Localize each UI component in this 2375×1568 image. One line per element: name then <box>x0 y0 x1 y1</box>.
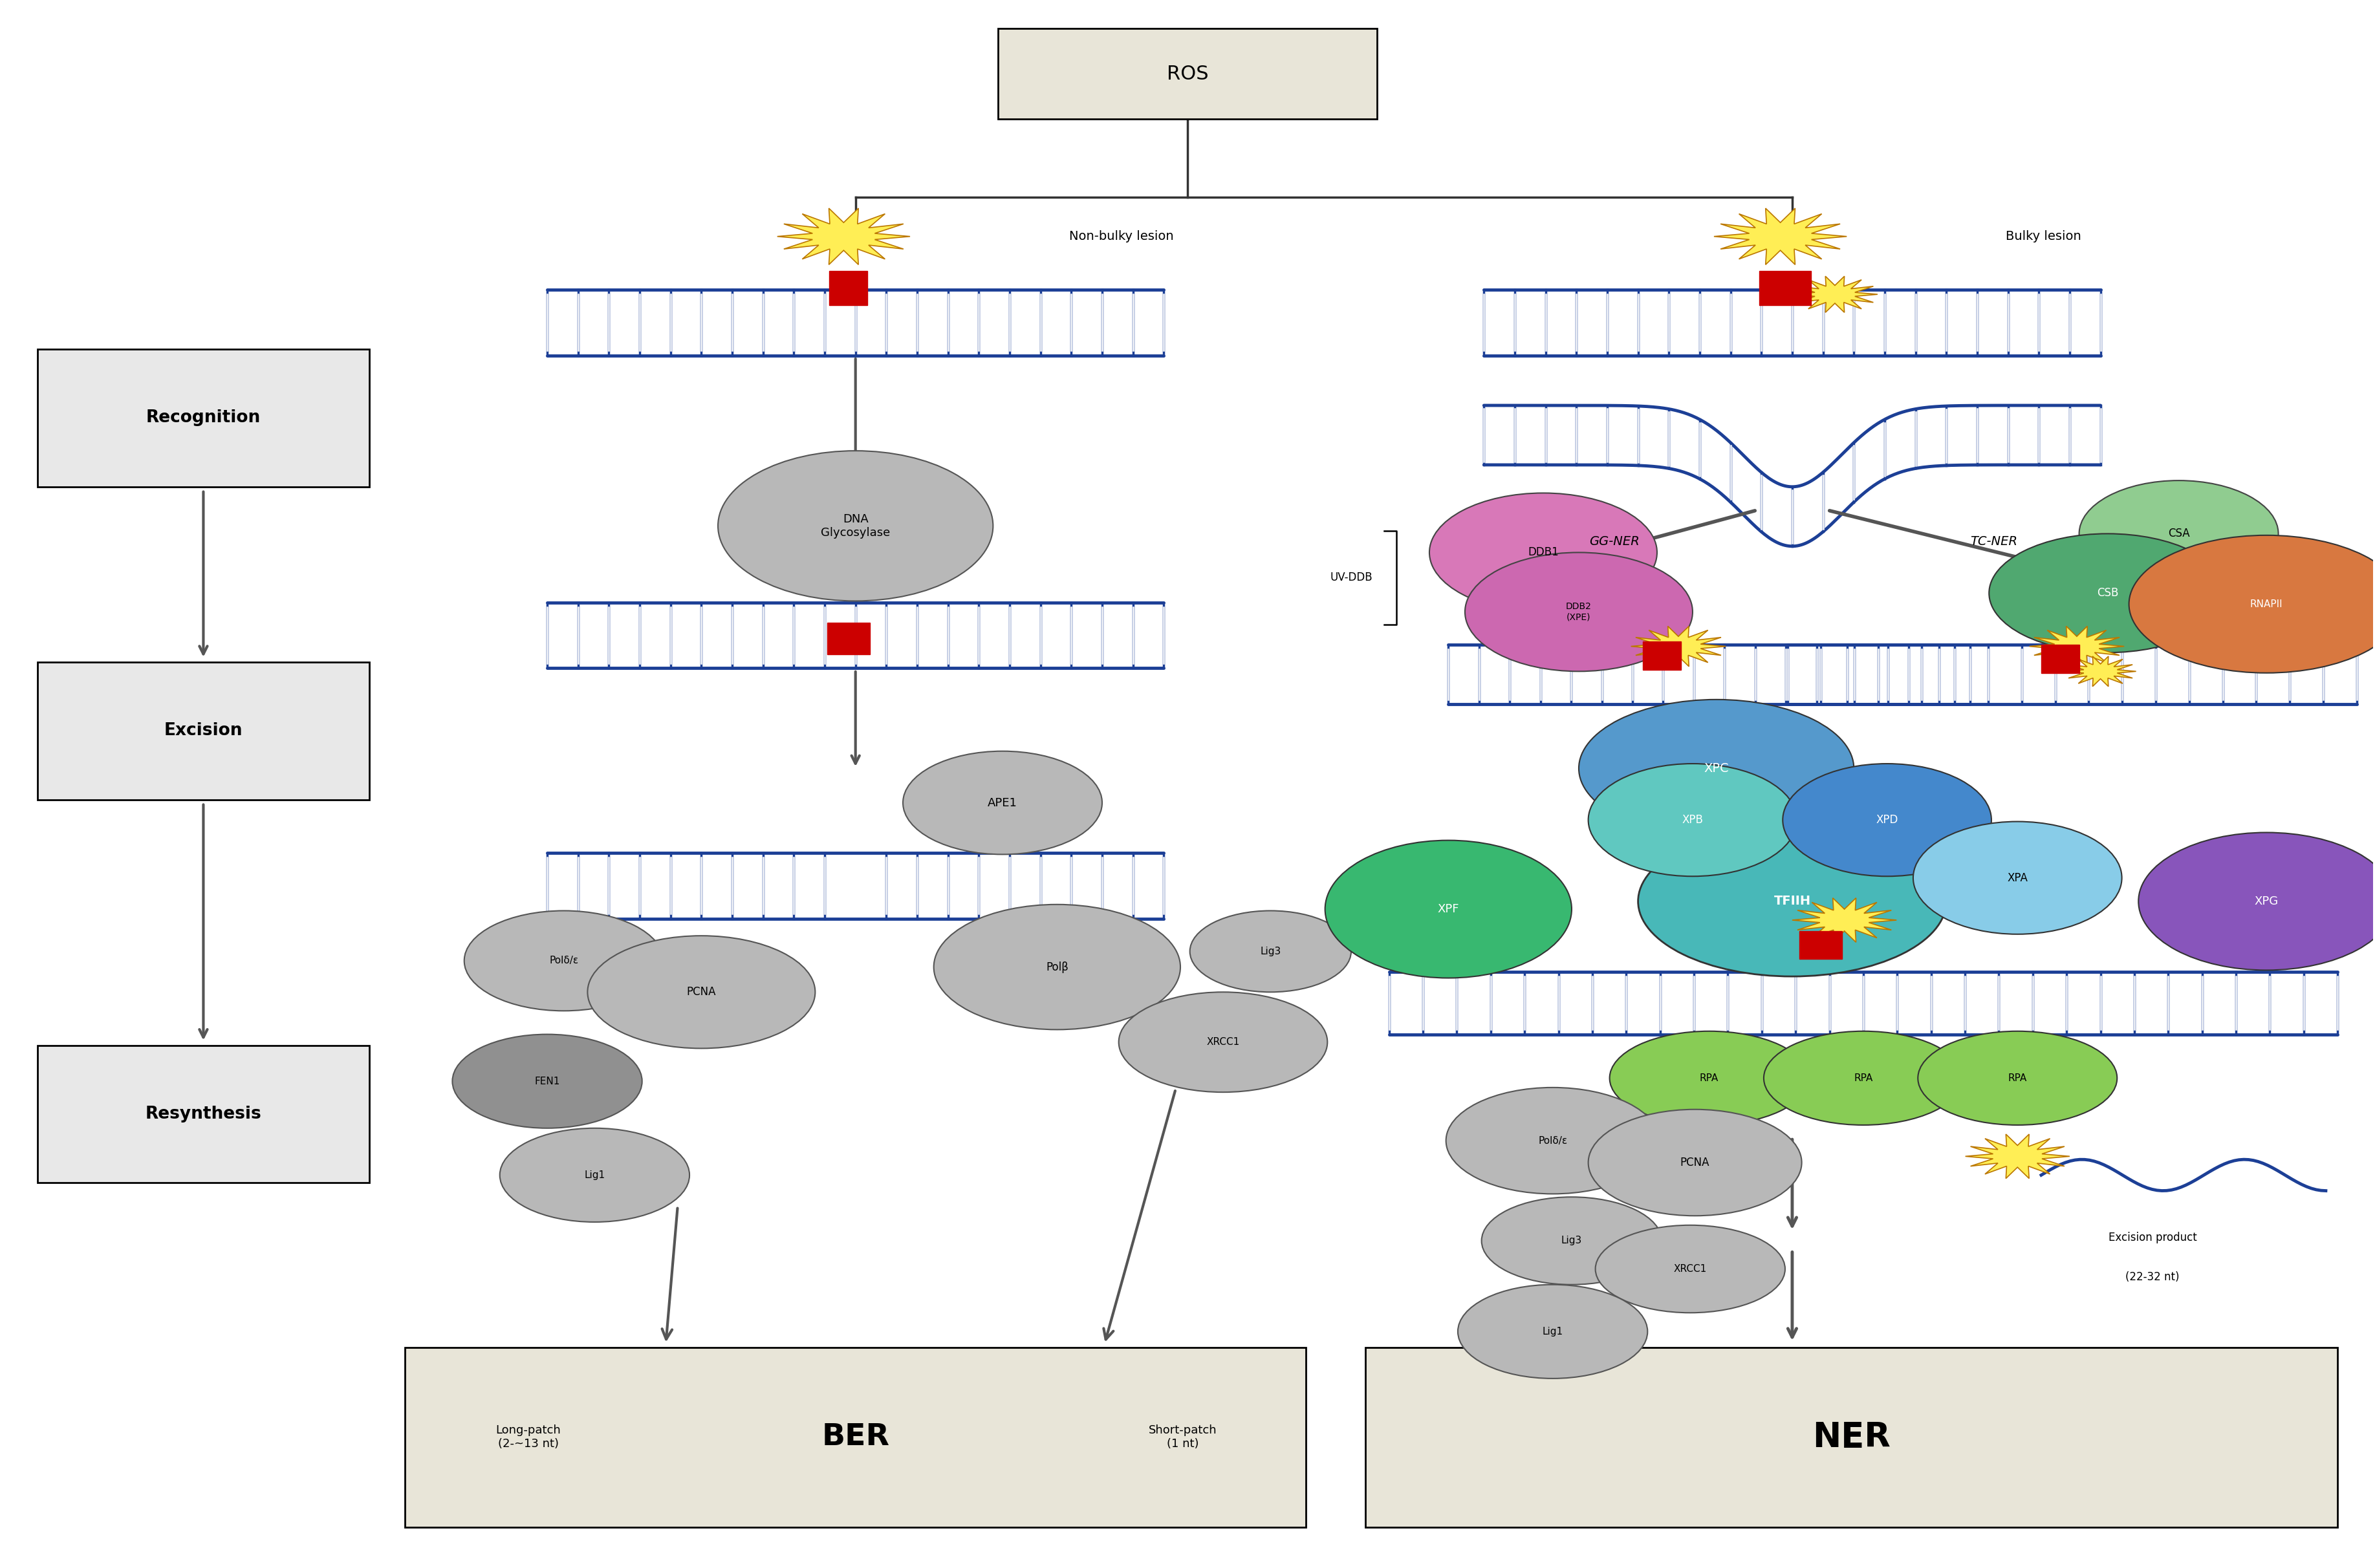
Text: FEN1: FEN1 <box>534 1076 560 1087</box>
FancyBboxPatch shape <box>1366 1347 2337 1527</box>
Ellipse shape <box>2128 535 2375 673</box>
Ellipse shape <box>463 911 663 1011</box>
Text: XPB: XPB <box>1681 814 1703 826</box>
Text: XPG: XPG <box>2254 895 2278 908</box>
Text: RPA: RPA <box>2007 1073 2026 1083</box>
Polygon shape <box>1793 898 1898 942</box>
Bar <box>2040 644 2078 673</box>
Bar <box>1760 271 1812 306</box>
Ellipse shape <box>2138 833 2375 971</box>
Bar <box>826 622 869 654</box>
Ellipse shape <box>902 751 1102 855</box>
Text: PCNA: PCNA <box>686 986 717 997</box>
Text: NER: NER <box>1812 1421 1890 1454</box>
Text: Excision product: Excision product <box>2109 1232 2197 1243</box>
Polygon shape <box>1793 276 1879 312</box>
Ellipse shape <box>1919 1032 2116 1126</box>
Text: DDB1: DDB1 <box>1527 547 1558 558</box>
Text: Non-bulky lesion: Non-bulky lesion <box>1069 230 1173 243</box>
Text: APE1: APE1 <box>988 797 1016 809</box>
Ellipse shape <box>1596 1225 1786 1312</box>
Polygon shape <box>1632 626 1727 666</box>
Ellipse shape <box>2078 480 2278 586</box>
Ellipse shape <box>1765 1032 1964 1126</box>
Text: Polβ: Polβ <box>1045 961 1069 972</box>
Text: Excision: Excision <box>164 723 242 739</box>
Text: XPC: XPC <box>1703 762 1729 775</box>
Ellipse shape <box>1430 492 1658 612</box>
Text: RPA: RPA <box>1700 1073 1720 1083</box>
Text: Polδ/ε: Polδ/ε <box>549 956 580 966</box>
Text: CSB: CSB <box>2097 588 2118 599</box>
FancyBboxPatch shape <box>38 662 370 800</box>
Ellipse shape <box>587 936 815 1049</box>
Text: PCNA: PCNA <box>1679 1157 1710 1168</box>
FancyBboxPatch shape <box>404 1347 1306 1527</box>
Text: Lig1: Lig1 <box>584 1170 606 1181</box>
Ellipse shape <box>451 1035 641 1127</box>
Text: Long-patch
(2-~13 nt): Long-patch (2-~13 nt) <box>496 1425 560 1450</box>
Text: Short-patch
(1 nt): Short-patch (1 nt) <box>1150 1425 1216 1450</box>
Polygon shape <box>777 209 910 265</box>
Bar <box>829 271 867 306</box>
Ellipse shape <box>1639 826 1947 977</box>
Ellipse shape <box>1446 1088 1660 1193</box>
Ellipse shape <box>1119 993 1328 1093</box>
Text: Polδ/ε: Polδ/ε <box>1539 1135 1568 1146</box>
Ellipse shape <box>1465 552 1693 671</box>
Text: CSA: CSA <box>2168 528 2190 539</box>
FancyBboxPatch shape <box>38 1046 370 1182</box>
Text: XPD: XPD <box>1876 814 1898 826</box>
Text: Recognition: Recognition <box>145 409 261 426</box>
Text: Lig3: Lig3 <box>1560 1236 1582 1245</box>
Text: Bulky lesion: Bulky lesion <box>2004 230 2080 243</box>
Text: UV-DDB: UV-DDB <box>1330 572 1373 583</box>
Text: RPA: RPA <box>1855 1073 1874 1083</box>
Text: GG-NER: GG-NER <box>1589 535 1639 547</box>
Bar <box>1643 641 1681 670</box>
Text: ROS: ROS <box>1166 64 1209 83</box>
Polygon shape <box>2064 657 2135 687</box>
Polygon shape <box>1966 1134 2069 1179</box>
FancyBboxPatch shape <box>38 350 370 486</box>
Text: XRCC1: XRCC1 <box>1674 1264 1708 1273</box>
Ellipse shape <box>1610 1032 1810 1126</box>
Ellipse shape <box>1579 699 1855 837</box>
Text: Lig1: Lig1 <box>1541 1327 1563 1336</box>
Text: (22-32 nt): (22-32 nt) <box>2126 1272 2180 1283</box>
Ellipse shape <box>1988 533 2225 652</box>
Ellipse shape <box>1589 764 1798 877</box>
Text: DNA
Glycosylase: DNA Glycosylase <box>822 513 891 538</box>
Ellipse shape <box>1482 1196 1662 1284</box>
Ellipse shape <box>717 450 993 601</box>
FancyBboxPatch shape <box>998 28 1377 119</box>
Text: XRCC1: XRCC1 <box>1206 1038 1240 1047</box>
Text: RNAPII: RNAPII <box>2249 599 2282 608</box>
Text: Lig3: Lig3 <box>1261 947 1280 956</box>
Polygon shape <box>2028 626 2123 666</box>
Ellipse shape <box>1914 822 2121 935</box>
Text: XPF: XPF <box>1437 903 1458 916</box>
Ellipse shape <box>933 905 1180 1030</box>
Text: XPA: XPA <box>2007 872 2028 884</box>
Text: DDB2
(XPE): DDB2 (XPE) <box>1565 602 1591 621</box>
Ellipse shape <box>499 1127 689 1221</box>
Text: TFIIH: TFIIH <box>1774 895 1810 908</box>
Ellipse shape <box>1325 840 1572 978</box>
Bar <box>1800 931 1843 960</box>
Text: Resynthesis: Resynthesis <box>145 1105 261 1123</box>
Ellipse shape <box>1784 764 1990 877</box>
Polygon shape <box>1715 209 1848 265</box>
Text: BER: BER <box>822 1422 891 1452</box>
Text: TC-NER: TC-NER <box>1971 535 2016 547</box>
Ellipse shape <box>1458 1284 1648 1378</box>
Ellipse shape <box>1190 911 1351 993</box>
Ellipse shape <box>1589 1110 1803 1215</box>
